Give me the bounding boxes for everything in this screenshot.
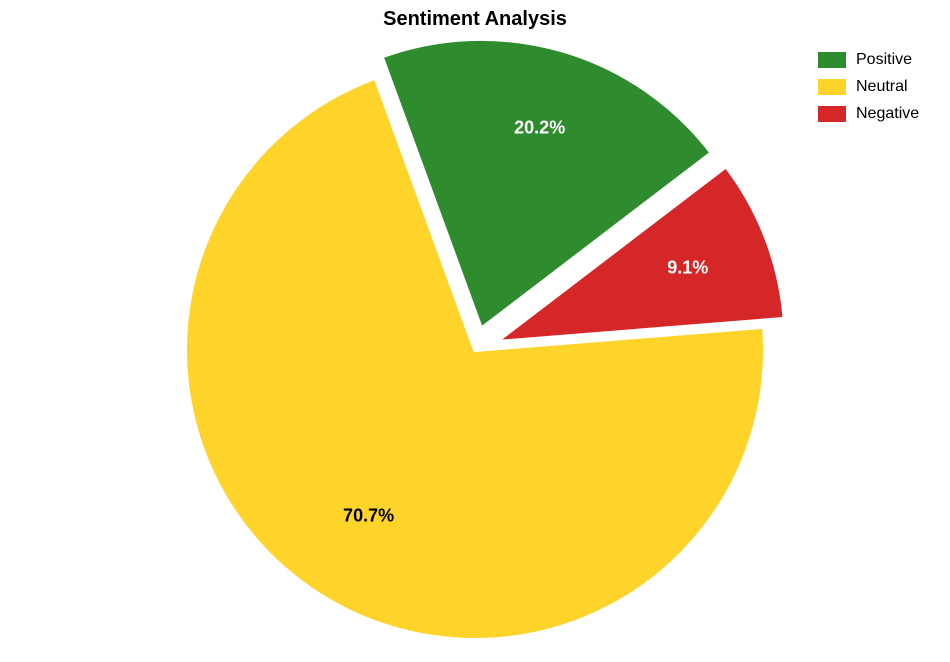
slice-label-positive: 20.2% (514, 118, 565, 139)
legend: Positive Neutral Negative (818, 48, 919, 129)
legend-swatch (818, 79, 846, 95)
pie-chart (0, 0, 950, 662)
legend-label: Negative (856, 105, 919, 123)
slice-label-neutral: 70.7% (343, 506, 394, 527)
legend-item-neutral: Neutral (818, 75, 919, 98)
legend-swatch (818, 106, 846, 122)
legend-swatch (818, 52, 846, 68)
legend-label: Positive (856, 51, 912, 69)
slice-label-negative: 9.1% (667, 258, 708, 279)
chart-container: Sentiment Analysis PositiveNeutralNegati… (0, 0, 950, 662)
legend-label: Neutral (856, 78, 908, 96)
legend-item-negative: Negative (818, 102, 919, 125)
legend-item-positive: Positive (818, 48, 919, 71)
